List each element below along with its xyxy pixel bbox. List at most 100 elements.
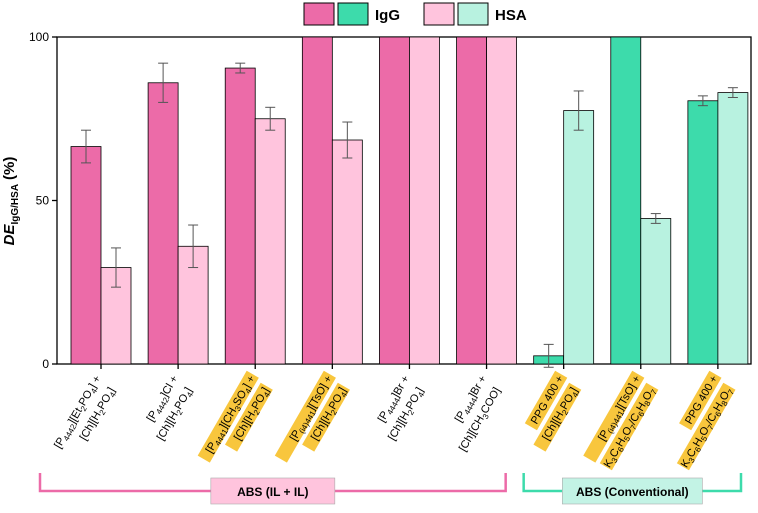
group-label-box <box>562 477 703 505</box>
subscript: 4 <box>262 390 272 399</box>
subscript: 2 <box>79 404 89 413</box>
label-text: ] + <box>87 374 104 391</box>
subscript: 2 <box>560 408 570 417</box>
label-text: ] <box>337 386 349 395</box>
legend-label-hsa: HSA <box>495 7 527 24</box>
y-axis-label-sub: IgG/HSA <box>10 184 21 225</box>
legend-label-igg: IgG <box>375 7 400 24</box>
subscript: 5 <box>622 434 632 443</box>
bar-hsa <box>331 139 363 365</box>
subscript: 2 <box>98 408 108 417</box>
label-highlight <box>679 370 722 431</box>
label-highlight <box>274 370 336 463</box>
bar-hsa <box>254 118 286 365</box>
subscript: 3 <box>233 404 243 413</box>
label-text: /C <box>704 411 720 427</box>
label-text: [P <box>596 428 612 443</box>
y-tick-label: 50 <box>36 194 50 208</box>
plot-area: 0 50 100 <box>29 30 752 371</box>
subscript: 6 <box>636 410 646 419</box>
group-label: ABS (Conventional) <box>576 485 689 499</box>
label-highlight <box>302 382 350 452</box>
bar-hsa <box>640 218 672 365</box>
category-label: PPG 400 +K3​C6​H5​O7​/C6​H8​O7​ <box>676 370 737 471</box>
y-tick-label: 0 <box>42 357 49 371</box>
legend-swatch-hsa-ionic <box>423 2 455 26</box>
label-highlight <box>676 382 736 471</box>
subscript: 2 <box>406 408 416 417</box>
bracket-conventional: ABS (Conventional) <box>522 473 743 505</box>
bar-igg <box>379 36 410 365</box>
label-text: ] <box>414 386 426 395</box>
category-label: [P4442​]Cl +[Ch][H2​PO4​] <box>145 374 195 443</box>
legend: IgG HSA <box>303 2 527 26</box>
subscript: 7 <box>726 388 736 397</box>
y-tick-label: 100 <box>29 30 49 44</box>
subscript: 8 <box>720 399 730 408</box>
subscript: 6 <box>713 410 723 419</box>
bar-hsa <box>409 36 440 365</box>
bar-igg <box>456 36 487 365</box>
bar-hsa <box>177 245 209 365</box>
category-label: [P4444​]Br +[Ch][CH3​COO] <box>453 374 503 454</box>
subscript: 4 <box>108 390 118 399</box>
subscript: 2 <box>252 408 262 417</box>
category-label: [P(i4)441​][TsO] +[Ch][H2​PO4​] <box>274 370 350 463</box>
subscript: 2 <box>175 408 185 417</box>
label-text: [P <box>288 428 304 443</box>
bar-hsa <box>486 36 517 365</box>
category-label: [P4442​][Et2​PO4​] +[Ch][H2​PO4​] <box>52 374 118 451</box>
subscript: 4 <box>416 390 426 399</box>
x-axis-labels: [P4442​][Et2​PO4​] +[Ch][H2​PO4​][P4442​… <box>52 370 737 471</box>
y-axis-label-unit: (%) <box>1 157 18 180</box>
subscript: 4 <box>89 386 99 395</box>
bar-igg <box>224 67 256 365</box>
bar-hsa <box>717 92 749 365</box>
subscript: 3 <box>610 456 620 465</box>
bar-igg <box>70 146 102 365</box>
label-text: [P <box>204 440 220 455</box>
category-label-line: K3​C6​H5​O7​/C6​H8​O7​ <box>602 385 660 471</box>
label-highlight <box>599 382 659 471</box>
legend-swatch-igg-ionic <box>303 2 335 26</box>
group-label-box <box>210 477 336 505</box>
label-highlight <box>197 370 259 463</box>
label-text: [P <box>52 436 68 451</box>
subscript: 5 <box>699 434 709 443</box>
subscript: 4 <box>243 386 253 395</box>
label-text: ] <box>106 386 118 395</box>
legend-swatch-hsa-conventional <box>457 2 489 26</box>
label-text: ] <box>183 386 195 395</box>
label-text: [P <box>376 409 392 424</box>
subscript: 6 <box>616 445 626 454</box>
bar-igg <box>687 100 719 365</box>
label-highlight <box>583 370 645 463</box>
subscript: 2 <box>329 408 339 417</box>
legend-swatch-igg-conventional <box>337 2 369 26</box>
label-text: [P <box>145 409 161 424</box>
label-highlight <box>524 370 568 431</box>
group-brackets: ABS (IL + IL) ABS (Conventional) <box>38 473 743 505</box>
group-label: ABS (IL + IL) <box>237 485 308 499</box>
subscript: 7 <box>629 423 639 432</box>
y-axis-label: DEIgG/HSA (%) <box>1 157 21 246</box>
subscript: 4 <box>570 390 580 399</box>
subscript: 4 <box>185 390 195 399</box>
category-label-line: K3​C6​H5​O7​/C6​H8​O7​ <box>679 385 737 471</box>
label-text: /C <box>627 411 643 427</box>
subscript: 7 <box>649 388 659 397</box>
label-text: [P <box>453 409 469 424</box>
category-label: PPG 400 +[Ch][H2​PO4​] <box>524 370 582 452</box>
subscript: 3 <box>481 412 491 421</box>
bar-igg <box>610 36 642 365</box>
label-text: ] <box>260 386 272 395</box>
bar-hsa <box>563 110 595 365</box>
category-label: [P4444​]Br +[Ch][H2​PO4​] <box>376 374 427 443</box>
label-text: ] <box>568 386 580 395</box>
category-label: [P(i4)441​][TsO] +K3​C6​H5​O7​/C6​H8​O7​ <box>583 370 660 471</box>
bracket-ionic: ABS (IL + IL) <box>38 473 507 505</box>
label-highlight <box>224 382 273 452</box>
subscript: 4 <box>339 390 349 399</box>
bar-igg <box>147 82 179 365</box>
